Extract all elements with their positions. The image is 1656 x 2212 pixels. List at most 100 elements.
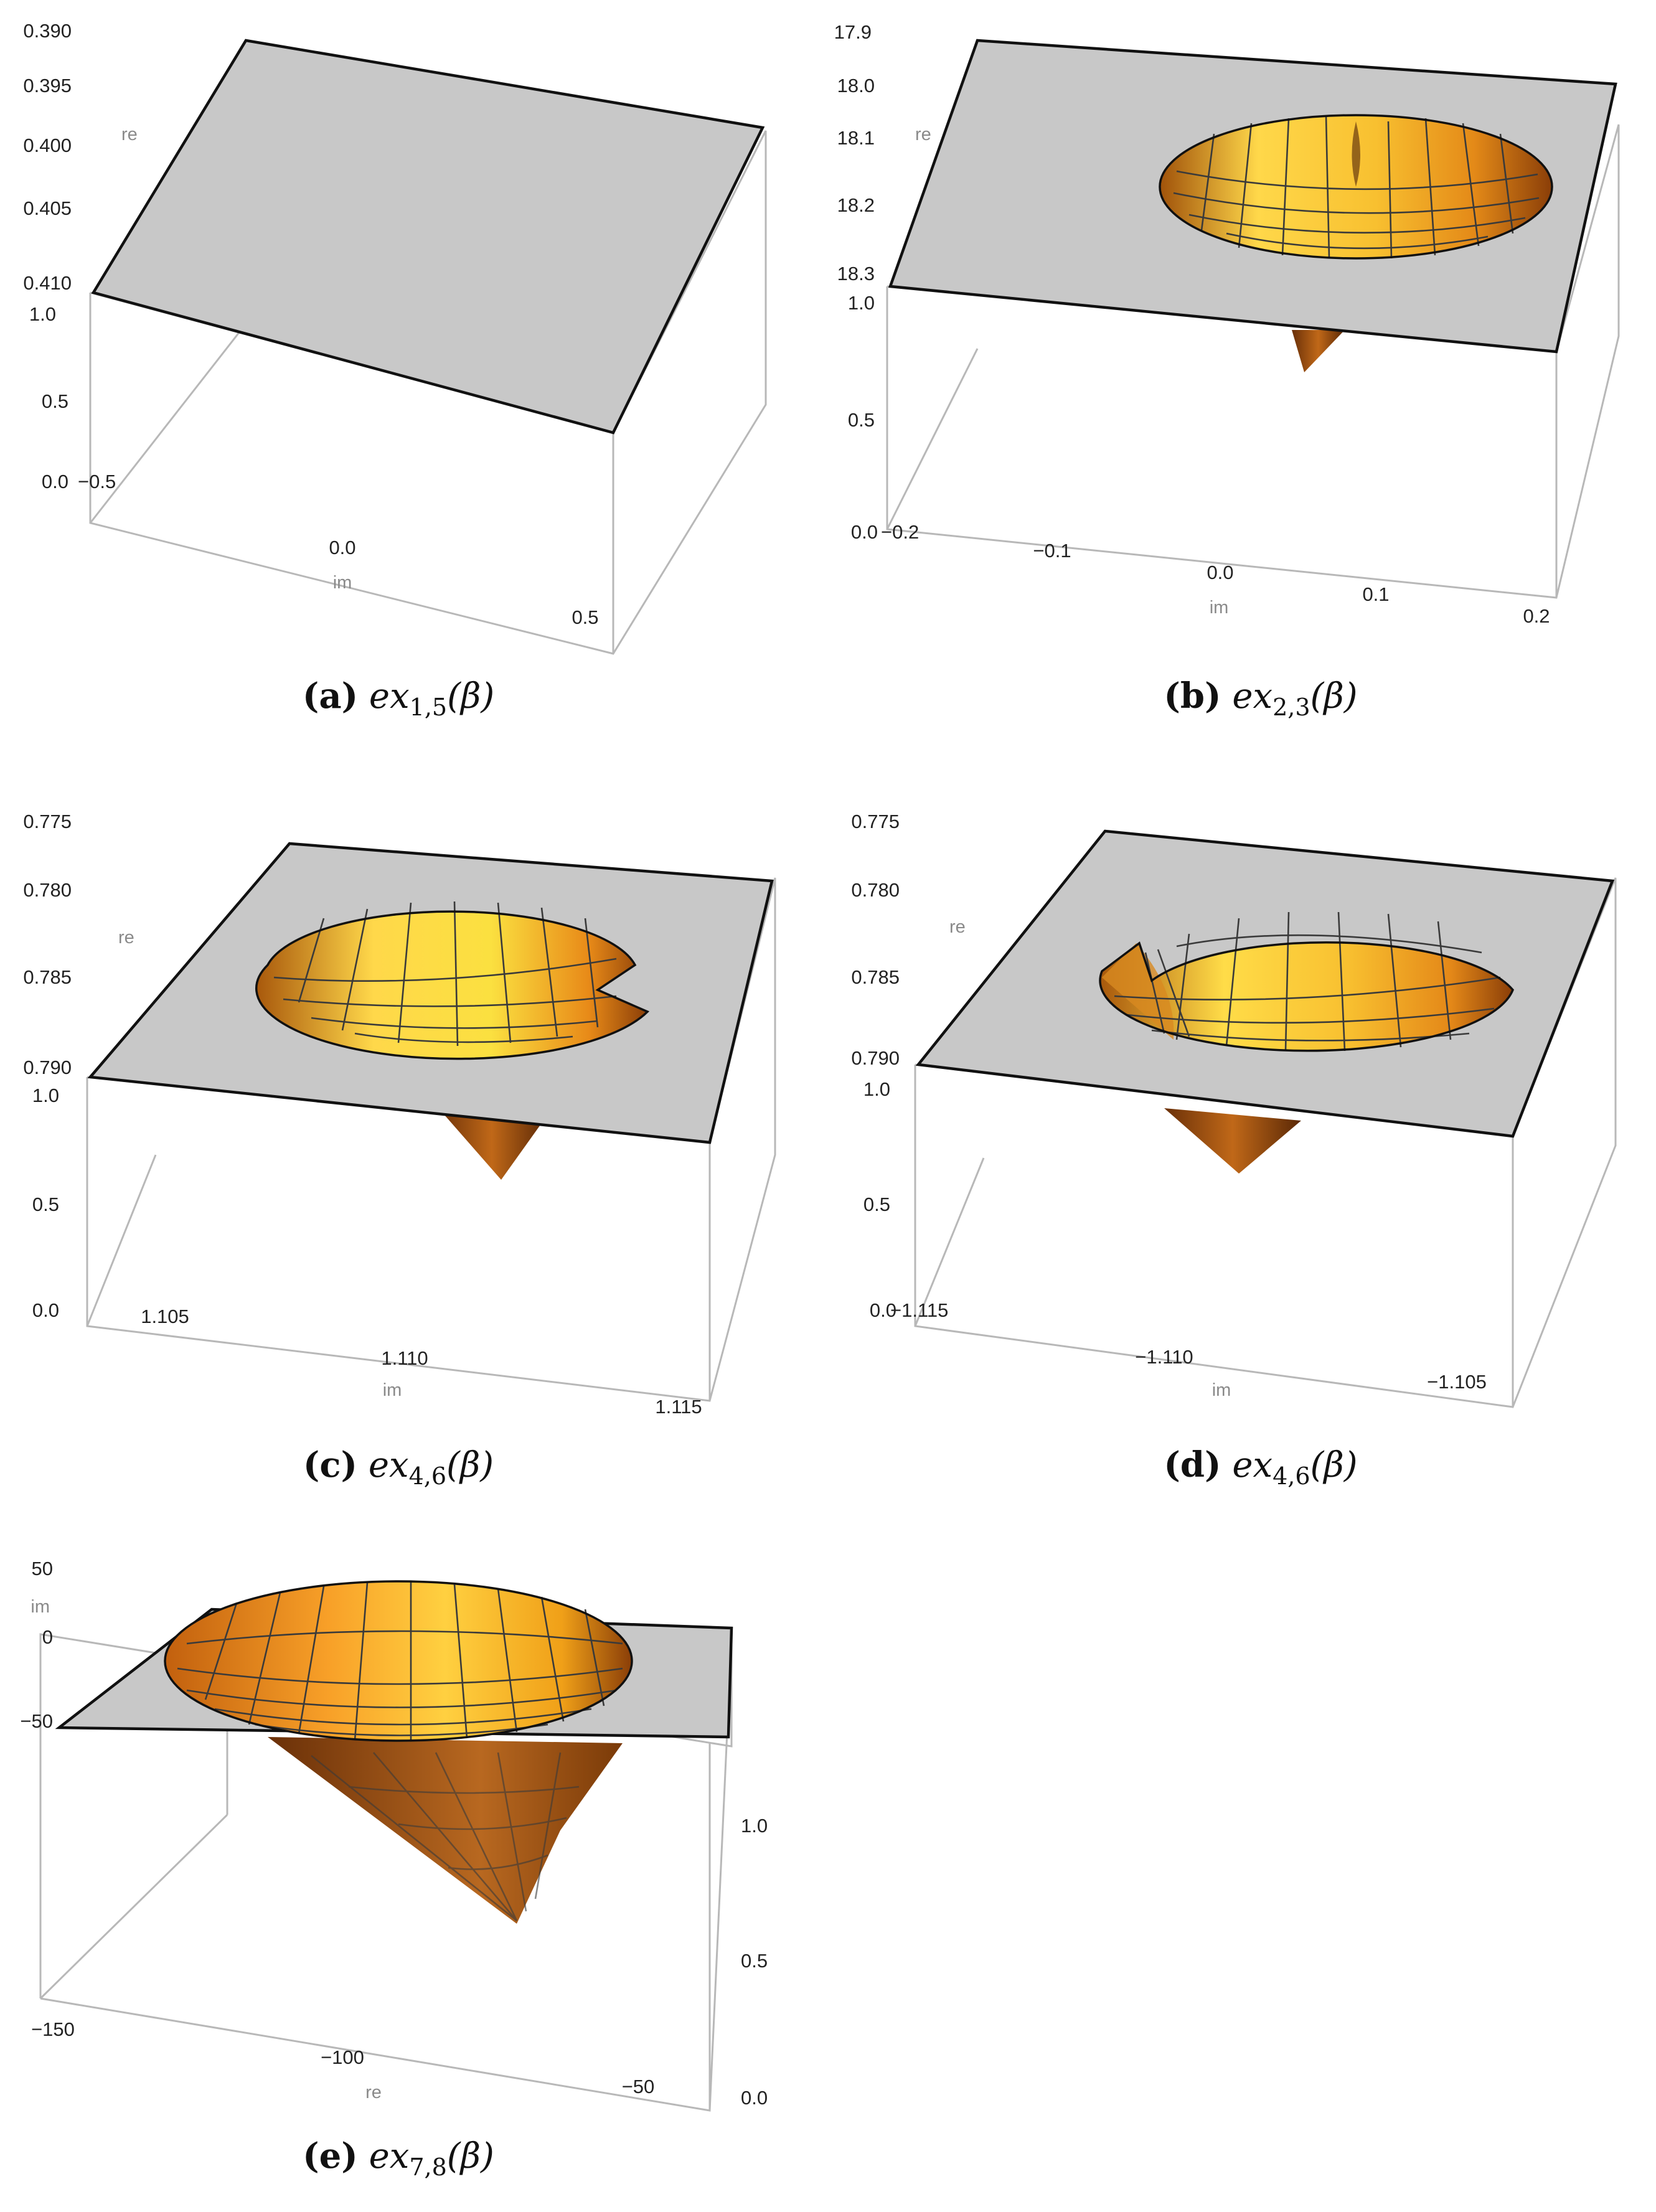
re-tick-a-1: 0.395 [23, 75, 72, 96]
im-tick-e-2: −50 [20, 1710, 53, 1732]
im-tick-a-1: 0.0 [329, 537, 355, 558]
caption-fn-a: ex [369, 676, 410, 717]
re-axis-label-e: re [365, 2083, 382, 2102]
hole-d [1100, 942, 1513, 1051]
re-tick-e-1: −100 [321, 2046, 364, 2068]
caption-arg-e: (β) [446, 2136, 494, 2177]
caption-sub-b: 2,3 [1273, 694, 1310, 722]
caption-fn-e: ex [369, 2136, 410, 2177]
z-tick-e-0: 1.0 [741, 1815, 768, 1837]
re-tick-d-2: 0.785 [851, 966, 900, 988]
surface-plot-e: 50 im 0 −50 1.0 0.5 0.0 −150 −100 re −50 [20, 1558, 768, 2112]
panel-a: 0.390 0.395 0.400 0.405 0.410 re 1.0 0.5… [0, 0, 828, 747]
re-axis-label-d: re [949, 917, 966, 937]
z-tick-d-1: 0.5 [863, 1193, 890, 1215]
z-tick-d-0: 1.0 [863, 1078, 890, 1100]
surface-plot-b: 17.9 18.0 18.1 18.2 18.3 re 1.0 0.5 0.0 … [834, 21, 1620, 627]
im-tick-d-1: −1.110 [1135, 1346, 1193, 1368]
re-tick-a-2: 0.400 [23, 134, 72, 156]
caption-arg-b: (β) [1310, 676, 1358, 717]
caption-arg-a: (β) [447, 676, 495, 717]
z-tick-a-1: 0.5 [42, 390, 68, 412]
im-tick-b-3: 0.1 [1362, 583, 1389, 605]
caption-d: (d) ex4,6(β) [918, 1444, 1603, 1490]
caption-a: (a) ex1,5(β) [56, 675, 741, 721]
im-tick-c-2: 1.115 [655, 1396, 702, 1418]
mesh-c [273, 901, 617, 1047]
im-tick-c-0: 1.105 [141, 1306, 189, 1327]
caption-tag-d: (d) [1164, 1444, 1221, 1485]
re-tick-b-4: 18.3 [837, 263, 875, 285]
caption-tag-a: (a) [302, 675, 359, 717]
cone-tip-b [1292, 330, 1345, 372]
hole-rim-d [1099, 941, 1515, 1052]
re-tick-c-1: 0.780 [23, 879, 72, 901]
z-tick-e-2: 0.0 [741, 2087, 768, 2109]
hole-c [256, 911, 647, 1059]
z-tick-a-2: 0.0 [42, 471, 68, 492]
cone-mesh-e [311, 1752, 580, 1922]
im-tick-b-2: 0.0 [1207, 562, 1233, 583]
z-tick-c-1: 0.5 [32, 1193, 59, 1215]
mesh-d [1114, 911, 1501, 1052]
im-tick-d-2: −1.105 [1427, 1371, 1487, 1393]
re-tick-c-3: 0.790 [23, 1057, 72, 1078]
caption-sub-c: 4,6 [408, 1462, 446, 1490]
panel-b: 17.9 18.0 18.1 18.2 18.3 re 1.0 0.5 0.0 … [828, 0, 1656, 747]
surface-plot-c: 0.775 0.780 0.785 0.790 re 1.0 0.5 0.0 1… [23, 811, 776, 1418]
re-tick-a-3: 0.405 [23, 197, 72, 219]
re-tick-e-2: −50 [622, 2076, 655, 2097]
z-tick-b-0: 1.0 [848, 292, 875, 314]
caption-fn-c: ex [368, 1445, 409, 1485]
caption-b: (b) ex2,3(β) [918, 675, 1603, 721]
im-tick-d-0: −1.115 [890, 1299, 948, 1321]
re-tick-d-1: 0.780 [851, 879, 900, 901]
notch-d [1102, 943, 1174, 1040]
caption-e: (e) ex7,8(β) [56, 2135, 741, 2181]
im-axis-label-d: im [1212, 1380, 1231, 1400]
re-tick-d-3: 0.790 [851, 1047, 900, 1069]
re-axis-label-c: re [118, 928, 134, 948]
z-tick-b-1: 0.5 [848, 409, 875, 431]
im-tick-e-1: 0 [42, 1626, 53, 1648]
im-tick-e-0: 50 [32, 1558, 53, 1579]
re-tick-b-1: 18.0 [837, 75, 875, 96]
caption-tag-b: (b) [1164, 675, 1221, 717]
re-tick-d-0: 0.775 [851, 811, 900, 832]
z-tick-c-2: 0.0 [32, 1299, 59, 1321]
re-tick-e-0: −150 [31, 2018, 75, 2040]
cone-e [268, 1737, 623, 1924]
re-axis-label-b: re [915, 125, 931, 144]
panel-e: 50 im 0 −50 1.0 0.5 0.0 −150 −100 re −50 [0, 1538, 828, 2160]
re-tick-c-0: 0.775 [23, 811, 72, 832]
re-tick-a-0: 0.390 [23, 20, 72, 42]
surface-plot-a: 0.390 0.395 0.400 0.405 0.410 re 1.0 0.5… [23, 20, 767, 655]
hole-rim-b [1159, 114, 1553, 260]
caption-fn-b: ex [1232, 676, 1273, 717]
im-tick-b-1: −0.1 [1033, 540, 1071, 562]
z-tick-e-1: 0.5 [741, 1950, 768, 1972]
im-tick-a-2: 0.5 [572, 606, 598, 628]
re-tick-c-2: 0.785 [23, 966, 72, 988]
mesh-e [177, 1582, 623, 1741]
mesh-b [1173, 115, 1540, 259]
panel-c: 0.775 0.780 0.785 0.790 re 1.0 0.5 0.0 1… [0, 791, 828, 1538]
z-tick-b-2: 0.0 [851, 521, 878, 543]
im-axis-label-c: im [383, 1380, 402, 1400]
im-tick-a-0: −0.5 [78, 471, 116, 492]
caption-sub-e: 7,8 [409, 2153, 447, 2181]
panel-d: 0.775 0.780 0.785 0.790 re 1.0 0.5 0.0 −… [828, 791, 1656, 1538]
caption-sub-a: 1,5 [409, 694, 448, 722]
hole-rim-c [255, 910, 650, 1060]
im-tick-b-0: −0.2 [881, 521, 919, 543]
caption-tag-c: (c) [303, 1444, 358, 1485]
im-tick-b-4: 0.2 [1523, 605, 1550, 627]
im-axis-label-b: im [1210, 598, 1229, 618]
re-tick-b-3: 18.2 [837, 194, 875, 216]
z-tick-d-2: 0.0 [870, 1299, 896, 1321]
re-tick-b-2: 18.1 [837, 127, 875, 149]
hole-e [165, 1581, 632, 1741]
re-tick-a-4: 0.410 [23, 272, 72, 294]
z-tick-a-0: 1.0 [29, 303, 56, 325]
caption-sub-d: 4,6 [1273, 1462, 1310, 1490]
